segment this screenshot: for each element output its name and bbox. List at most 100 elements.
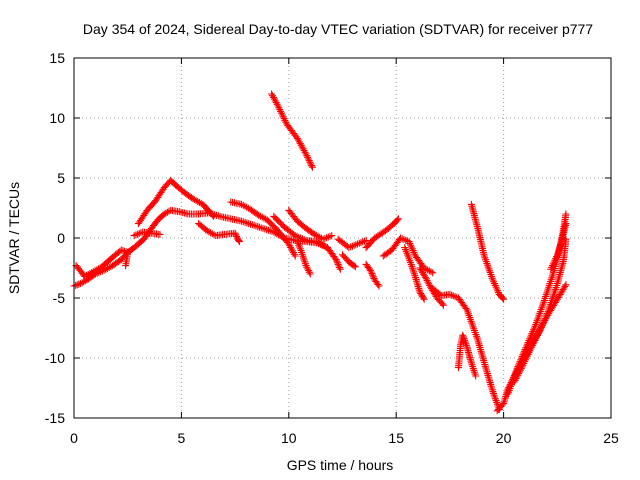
point-marker	[463, 343, 475, 365]
point-marker	[210, 212, 218, 220]
chart-title: Day 354 of 2024, Sidereal Day-to-day VTE…	[83, 21, 593, 37]
series-arc-14	[379, 234, 437, 277]
x-tick-label: 15	[388, 430, 404, 446]
point-marker	[489, 276, 502, 297]
point-marker	[285, 240, 298, 258]
point-marker	[109, 247, 124, 261]
point-marker	[362, 260, 373, 273]
point-marker	[455, 343, 464, 372]
point-marker	[536, 308, 552, 334]
point-marker	[528, 328, 543, 351]
point-marker	[259, 224, 276, 235]
series-arc-6	[227, 198, 299, 260]
point-marker	[562, 220, 570, 228]
point-marker	[154, 211, 167, 224]
series-arc-4	[130, 228, 164, 240]
series-arc-10	[334, 235, 370, 252]
y-tick-label: 10	[49, 110, 65, 126]
point-marker	[130, 241, 141, 252]
point-marker	[332, 256, 344, 272]
y-tick-label: -15	[45, 410, 65, 426]
point-marker	[467, 200, 481, 231]
point-marker	[482, 366, 496, 394]
point-marker	[167, 176, 180, 189]
point-marker	[173, 182, 188, 196]
point-marker	[495, 290, 506, 302]
data-points	[70, 90, 570, 415]
x-tick-label: 5	[178, 430, 186, 446]
point-marker	[375, 282, 383, 290]
point-marker	[285, 206, 300, 224]
x-tick-label: 0	[70, 430, 78, 446]
point-marker	[152, 185, 167, 205]
point-marker	[407, 260, 419, 280]
point-marker	[156, 230, 164, 238]
point-marker	[412, 252, 427, 270]
x-tick-label: 10	[281, 430, 297, 446]
point-marker	[302, 224, 317, 237]
point-marker	[293, 134, 309, 156]
point-marker	[134, 208, 150, 228]
point-marker	[562, 210, 570, 218]
point-marker	[394, 215, 402, 223]
point-marker	[195, 220, 210, 234]
point-marker	[459, 331, 470, 349]
point-marker	[382, 221, 397, 235]
series-arc-18	[455, 331, 480, 380]
point-marker	[446, 290, 461, 301]
point-marker	[339, 251, 352, 265]
series-arc-16	[416, 264, 447, 309]
point-marker	[248, 221, 265, 232]
point-marker	[268, 90, 281, 108]
point-marker	[147, 217, 161, 232]
point-marker	[274, 227, 292, 246]
series-arc-15	[401, 244, 428, 303]
point-marker	[416, 288, 427, 302]
x-tick-labels: 0 5 10 15 20 25	[70, 430, 619, 446]
point-marker	[480, 252, 496, 282]
point-marker	[420, 295, 428, 303]
point-marker	[122, 262, 130, 270]
point-marker	[308, 163, 316, 171]
point-marker	[203, 227, 218, 239]
y-tick-label: -10	[45, 350, 65, 366]
grid	[74, 58, 611, 418]
point-marker	[83, 271, 98, 284]
point-marker	[455, 294, 470, 312]
point-marker	[405, 238, 419, 258]
y-tick-label: 15	[49, 50, 65, 66]
series-arc-9	[285, 206, 336, 243]
y-tick-labels: -15 -10 -5 0 5 10 15	[45, 50, 65, 426]
series-arc-23	[510, 235, 570, 386]
point-marker	[429, 269, 437, 277]
point-marker	[302, 262, 313, 276]
point-marker	[182, 190, 197, 203]
point-marker	[293, 238, 305, 255]
point-marker	[336, 265, 344, 273]
point-marker	[227, 215, 244, 225]
point-marker	[397, 234, 411, 245]
plot-frame	[73, 57, 612, 419]
point-marker	[293, 217, 309, 231]
series-arc-20	[467, 200, 508, 303]
point-marker	[354, 237, 368, 248]
point-marker	[190, 196, 205, 207]
point-marker	[545, 282, 561, 314]
point-marker	[238, 217, 254, 228]
point-marker	[433, 294, 446, 308]
point-marker	[562, 235, 570, 243]
y-tick-label: 5	[57, 170, 65, 186]
point-marker	[298, 248, 309, 268]
point-marker	[117, 246, 130, 256]
series-arc-11	[339, 251, 359, 271]
series-arc-8	[293, 238, 314, 278]
point-marker	[291, 252, 299, 260]
point-marker	[463, 306, 481, 342]
point-marker	[390, 216, 401, 228]
series-arc-24	[547, 220, 570, 273]
point-marker	[553, 282, 569, 303]
point-marker	[521, 322, 539, 354]
x-tick-label: 25	[603, 430, 619, 446]
point-marker	[231, 229, 240, 240]
series-arc-7	[270, 212, 344, 273]
